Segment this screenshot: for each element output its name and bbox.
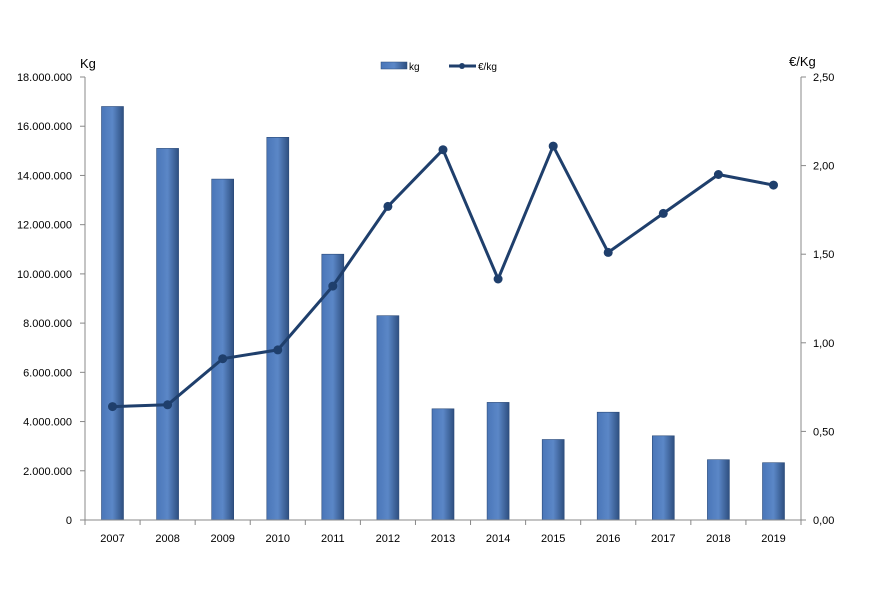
- line-point: [218, 354, 228, 364]
- x-axis-tick-label: 2017: [651, 533, 675, 545]
- line-point: [713, 170, 723, 179]
- y-axis-left-tick-label: 14.000.000: [17, 170, 72, 182]
- bar: [596, 411, 620, 521]
- line-point: [658, 208, 668, 218]
- y-axis-left-tick-label: 2.000.000: [23, 466, 72, 478]
- y-axis-right-tick-label: 2,50: [813, 72, 834, 84]
- y-axis-right-tick-label: 2,00: [813, 161, 834, 173]
- x-axis-tick-label: 2015: [541, 533, 565, 545]
- x-axis-tick-label: 2009: [210, 533, 234, 545]
- legend-label-eur-per-kg: €/kg: [478, 62, 497, 73]
- y-axis-left-tick-label: 10.000.000: [17, 269, 72, 281]
- x-axis-tick-label: 2011: [321, 533, 345, 545]
- bar: [707, 459, 730, 521]
- y-axis-left-tick-label: 8.000.000: [23, 318, 72, 330]
- y-axis-left-tick-label: 0: [66, 515, 72, 527]
- line-point: [383, 201, 393, 211]
- line-point: [548, 141, 558, 151]
- y-axis-left-tick-label: 4.000.000: [23, 417, 72, 429]
- x-axis-tick-label: 2010: [266, 533, 290, 545]
- line-point: [273, 345, 283, 355]
- line-point: [328, 281, 338, 291]
- y-axis-right-tick-label: 1,00: [813, 338, 834, 350]
- legend-swatch-kg: [380, 61, 408, 70]
- y-axis-right-title: €/Kg: [789, 54, 816, 69]
- x-axis-tick-label: 2019: [761, 533, 785, 545]
- y-axis-right-tick-label: 1,50: [813, 249, 834, 261]
- bar: [486, 402, 510, 521]
- line-point: [438, 145, 448, 155]
- bar: [541, 439, 565, 521]
- bar: [101, 106, 124, 521]
- x-axis-tick-label: 2012: [376, 533, 400, 545]
- bar: [211, 178, 234, 521]
- y-axis-left-tick-label: 18.000.000: [17, 72, 72, 84]
- x-axis-tick-label: 2018: [706, 533, 730, 545]
- bar: [651, 435, 675, 521]
- y-axis-right-tick-label: 0,00: [813, 515, 834, 527]
- axes: 0 2.000.000 4.000.000 6.000.000 8.000.000 10.…: [17, 72, 834, 545]
- x-axis-tick-label: 2013: [431, 533, 455, 545]
- y-axis-left-tick-label: 12.000.000: [17, 220, 72, 232]
- line-point: [493, 274, 503, 284]
- legend-label-kg: kg: [409, 62, 420, 73]
- line-point: [108, 402, 117, 412]
- line-point: [163, 400, 173, 410]
- legend: kg €/kg: [380, 61, 497, 73]
- legend-marker-eur-per-kg: [459, 63, 465, 69]
- bar: [376, 315, 400, 521]
- bar: [431, 408, 455, 521]
- x-axis-tick-label: 2016: [596, 533, 620, 545]
- bar: [266, 137, 290, 521]
- y-axis-left-tick-label: 16.000.000: [17, 121, 72, 133]
- line-point: [603, 247, 613, 257]
- x-axis-tick-label: 2014: [486, 533, 510, 545]
- y-axis-right-tick-label: 0,50: [813, 426, 834, 438]
- bar-series-kg: [101, 106, 785, 521]
- x-axis-tick-label: 2007: [100, 533, 124, 545]
- line-series-eur-per-kg: [108, 141, 778, 412]
- y-axis-left-title: Kg: [80, 56, 96, 71]
- bar: [762, 462, 785, 521]
- y-axis-left-tick-label: 6.000.000: [23, 367, 72, 379]
- bar: [156, 148, 179, 521]
- line-point: [769, 180, 778, 190]
- x-axis-tick-label: 2008: [155, 533, 179, 545]
